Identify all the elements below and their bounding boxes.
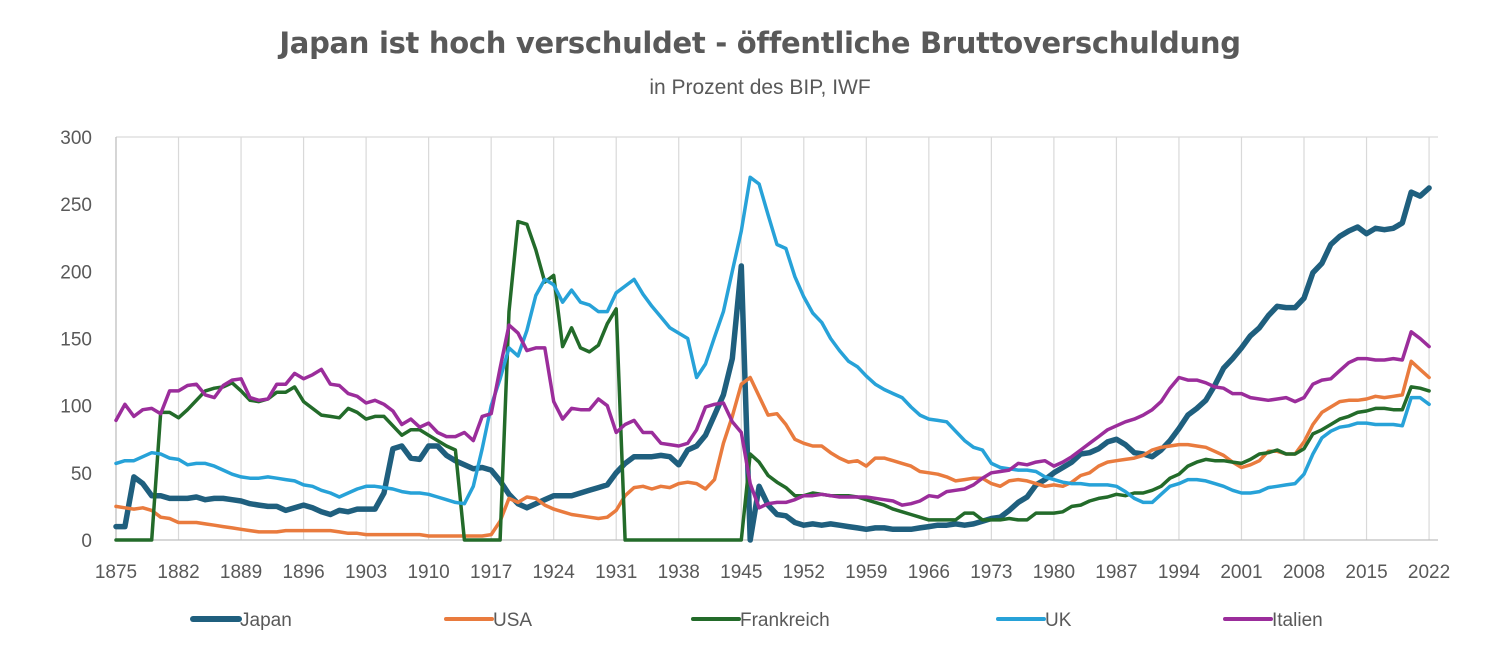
series-line-usa: [114, 359, 1431, 538]
x-tick-label: 2008: [1283, 562, 1325, 583]
x-tick-label: 1903: [345, 562, 387, 583]
legend-label-frankreich: Frankreich: [740, 610, 830, 631]
legend: Japan USA Frankreich UK Italien: [190, 610, 1323, 631]
series-lines: [113, 175, 1432, 543]
grid-lines: [115, 136, 1438, 540]
x-tick-label: 1987: [1095, 562, 1137, 583]
y-tick-label: 100: [60, 397, 92, 418]
x-tick-label: 1959: [845, 562, 887, 583]
y-tick-label: 150: [60, 330, 92, 351]
chart-title: Japan ist hoch verschuldet - öffentliche…: [279, 26, 1241, 60]
x-tick-label: 2001: [1220, 562, 1262, 583]
x-tick-label: 2022: [1408, 562, 1450, 583]
x-tick-label: 1917: [470, 562, 512, 583]
legend-label-italien: Italien: [1272, 610, 1323, 631]
legend-label-usa: USA: [493, 610, 532, 631]
legend-label-uk: UK: [1045, 610, 1072, 631]
x-tick-label: 1966: [908, 562, 950, 583]
y-axis-ticks: 0 50 100 150 200 250 300: [60, 128, 92, 552]
x-tick-label: 1875: [95, 562, 137, 583]
x-tick-label: 1924: [533, 562, 576, 583]
series-line-japan: [113, 185, 1432, 543]
x-tick-label: 1938: [658, 562, 700, 583]
y-tick-label: 250: [60, 195, 92, 216]
x-tick-label: 1945: [720, 562, 762, 583]
x-tick-label: 1994: [1158, 562, 1201, 583]
x-tick-label: 1952: [783, 562, 825, 583]
series-line-italien: [114, 323, 1431, 510]
x-axis-ticks: 1875 1882 1889 1896 1903 1910 1917 1924 1931 1938…: [95, 562, 1450, 583]
y-tick-label: 200: [60, 262, 92, 283]
x-tick-label: 1889: [220, 562, 262, 583]
legend-label-japan: Japan: [240, 610, 292, 631]
x-tick-label: 2015: [1345, 562, 1387, 583]
chart-subtitle: in Prozent des BIP, IWF: [649, 76, 871, 99]
y-tick-label: 0: [81, 531, 92, 552]
x-tick-label: 1896: [282, 562, 324, 583]
series-line-uk: [114, 175, 1431, 506]
x-tick-label: 1882: [157, 562, 199, 583]
x-tick-label: 1910: [407, 562, 449, 583]
series-line-frankreich: [114, 219, 1431, 542]
y-tick-label: 50: [71, 464, 92, 485]
axes: [115, 137, 1438, 541]
y-tick-label: 300: [60, 128, 92, 149]
x-tick-label: 1980: [1033, 562, 1075, 583]
x-tick-label: 1973: [970, 562, 1012, 583]
x-tick-label: 1931: [595, 562, 637, 583]
